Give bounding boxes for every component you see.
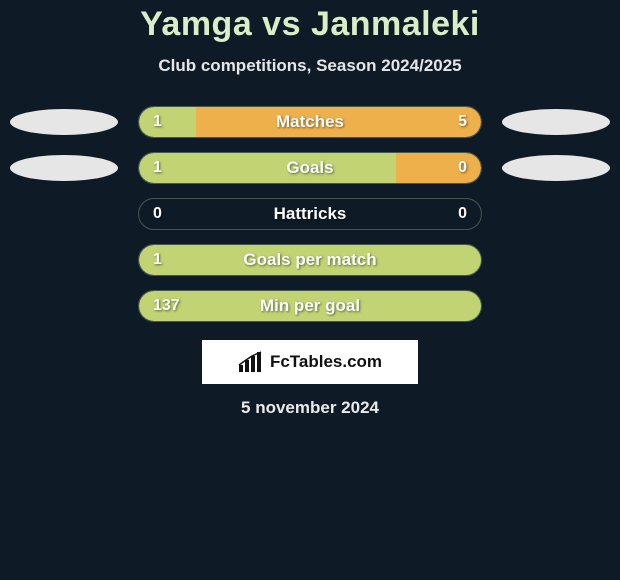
bar-right-segment <box>139 199 481 229</box>
stat-value-left: 1 <box>153 113 162 131</box>
branding-text: FcTables.com <box>270 352 382 372</box>
bar-right-segment <box>196 107 481 137</box>
stat-value-left: 137 <box>153 297 180 315</box>
player-right-badge <box>502 109 610 135</box>
bar-left-segment <box>139 107 196 137</box>
stat-row-gpm: 1Goals per match <box>0 244 620 276</box>
stat-row-goals: 10Goals <box>0 152 620 184</box>
comparison-widget: Yamga vs Janmaleki Club competitions, Se… <box>0 0 620 418</box>
stat-value-left: 1 <box>153 159 162 177</box>
player-left-badge <box>10 155 118 181</box>
stat-row-matches: 15Matches <box>0 106 620 138</box>
stat-value-left: 1 <box>153 251 162 269</box>
stats-region: 15Matches10Goals00Hattricks1Goals per ma… <box>0 106 620 322</box>
stat-bar-goals: 10Goals <box>138 152 482 184</box>
bar-left-segment <box>139 245 481 275</box>
bar-left-segment <box>139 153 396 183</box>
footer-date: 5 november 2024 <box>0 398 620 418</box>
player-left-badge <box>10 109 118 135</box>
bar-chart-icon <box>238 351 264 373</box>
stat-value-right: 0 <box>458 205 467 223</box>
stat-bar-gpm: 1Goals per match <box>138 244 482 276</box>
page-title: Yamga vs Janmaleki <box>0 5 620 44</box>
stat-bar-matches: 15Matches <box>138 106 482 138</box>
branding-box[interactable]: FcTables.com <box>202 340 418 384</box>
stat-value-right: 5 <box>458 113 467 131</box>
bar-left-segment <box>139 291 481 321</box>
stat-bar-mpg: 137Min per goal <box>138 290 482 322</box>
stat-value-right: 0 <box>458 159 467 177</box>
stat-value-left: 0 <box>153 205 162 223</box>
stat-row-mpg: 137Min per goal <box>0 290 620 322</box>
stat-row-hattricks: 00Hattricks <box>0 198 620 230</box>
stat-bar-hattricks: 00Hattricks <box>138 198 482 230</box>
subtitle: Club competitions, Season 2024/2025 <box>0 56 620 76</box>
bar-right-segment <box>396 153 482 183</box>
player-right-badge <box>502 155 610 181</box>
